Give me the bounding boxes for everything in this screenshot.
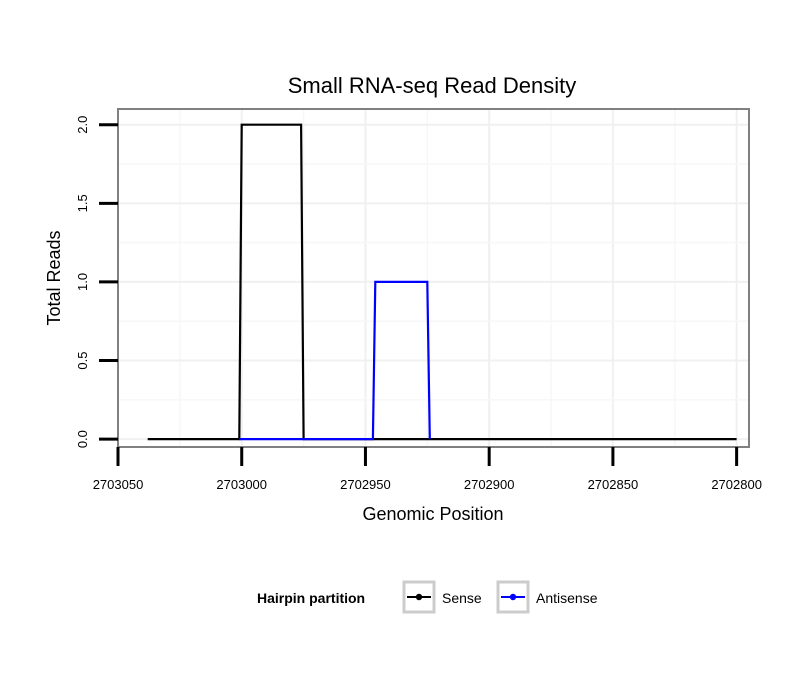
x-tick-label: 2702900 — [464, 477, 515, 492]
y-tick-label: 1.5 — [75, 194, 90, 212]
legend-title: Hairpin partition — [257, 590, 365, 606]
x-axis-title: Genomic Position — [362, 504, 503, 524]
series-layer — [147, 123, 737, 441]
legend-entry-sense: Sense — [402, 580, 482, 614]
legend-entries: Sense Antisense — [402, 580, 598, 614]
y-axis-title: Total Reads — [44, 230, 64, 325]
legend-key-point — [415, 593, 423, 601]
legend-label: Sense — [442, 590, 482, 606]
y-axis: 0.0 0.5 1.0 1.5 2.0 — [75, 116, 118, 448]
series-line-antisense — [239, 280, 431, 441]
plot-area — [117, 108, 750, 448]
x-tick-label: 2703000 — [216, 477, 267, 492]
legend-label: Antisense — [536, 590, 598, 606]
y-tick-label: 0.0 — [75, 430, 90, 448]
x-axis: 2703050 2703000 2702950 2702900 2702850 27028… — [93, 447, 762, 492]
y-tick-label: 2.0 — [75, 116, 90, 134]
y-tick-label: 0.5 — [75, 351, 90, 369]
chart-title: Small RNA-seq Read Density — [288, 73, 577, 98]
plot-background — [118, 109, 749, 447]
x-tick-label: 2703050 — [93, 477, 144, 492]
plot-border — [117, 108, 750, 448]
y-tick-label: 1.0 — [75, 273, 90, 291]
x-tick-label: 2702800 — [711, 477, 762, 492]
legend-entry-antisense: Antisense — [496, 580, 598, 614]
x-tick-label: 2702850 — [588, 477, 639, 492]
legend-key-point — [509, 593, 517, 601]
x-tick-label: 2702950 — [340, 477, 391, 492]
legend: Hairpin partition Sense Antisense — [257, 580, 598, 614]
